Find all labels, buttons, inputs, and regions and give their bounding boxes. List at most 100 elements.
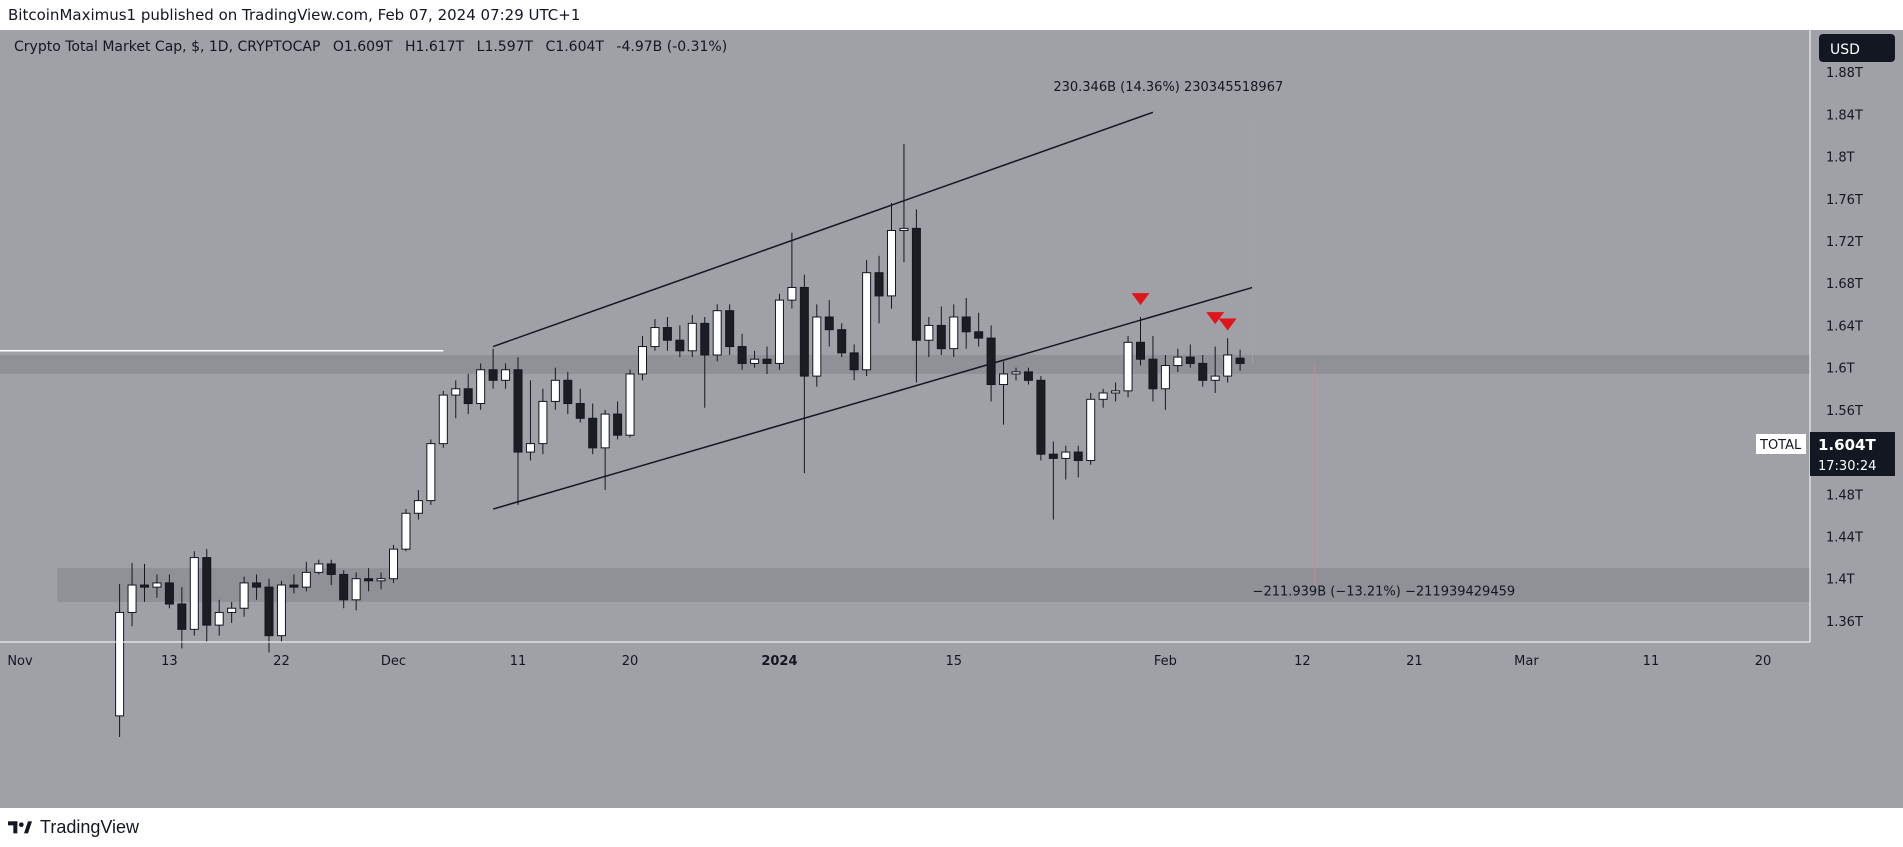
y-tick-label: 1.6T [1826, 362, 1855, 377]
legend-high-label: H [405, 39, 416, 55]
candle-body-up [687, 322, 697, 352]
currency-button[interactable]: USD [1819, 34, 1895, 62]
candle-body-up [750, 358, 760, 364]
candle-body-up [389, 548, 398, 580]
candle-body-down [799, 286, 809, 377]
candle-body-down [463, 388, 473, 405]
candle-body-up [501, 369, 511, 381]
footer-brand: TradingView [40, 817, 140, 837]
y-tick-label: 1.48T [1826, 488, 1863, 503]
candle-body-down [177, 603, 187, 630]
legend-low-value: 1.597T [484, 39, 533, 55]
candle-body-down [588, 417, 598, 449]
resistance-marker-icon [1206, 312, 1225, 325]
candle-body-up [1173, 356, 1183, 367]
channel-line [492, 111, 1154, 348]
candle-body-up [550, 379, 560, 402]
candle-body-up [1011, 371, 1021, 375]
x-tick-label: Nov [7, 654, 33, 669]
candle-body-down [326, 563, 336, 575]
support-resistance-zone [0, 354, 1811, 374]
candle-body-up [1061, 451, 1071, 459]
candle-body-down [1023, 371, 1033, 381]
candle-body-down [961, 316, 971, 333]
y-tick-label: 1.44T [1826, 530, 1863, 545]
candle-body-up [438, 394, 448, 445]
x-tick-label: 11 [510, 654, 527, 669]
x-tick-label: 13 [161, 654, 178, 669]
candle-body-up [1111, 390, 1121, 394]
candle-body-up [314, 563, 324, 573]
candle-body-down [252, 582, 262, 588]
candle-body-up [426, 443, 436, 502]
candle-body-down [164, 582, 174, 605]
candle-body-down [936, 324, 946, 350]
y-tick-label: 1.76T [1826, 193, 1863, 208]
candle-body-down [1136, 341, 1145, 360]
legend-open-label: O [333, 39, 344, 55]
x-tick-label: 20 [622, 654, 639, 669]
measure-annotation-down: −211.939B (−13.21%) −211939429459 [1253, 585, 1516, 600]
candle-body-down [1036, 379, 1046, 455]
price-tag-value: 1.604T [1818, 436, 1876, 454]
footer: TradingView [0, 808, 1903, 847]
y-tick-label: 1.68T [1826, 277, 1863, 292]
candlestick-chart[interactable]: 230.346B (14.36%) 230345518967 −211.939B … [0, 30, 1903, 808]
candle-body-up [127, 584, 137, 613]
candle-body-up [1098, 392, 1108, 400]
candle-body-down [725, 310, 735, 348]
price-tag: TOTAL 1.604T 17:30:24 [1756, 432, 1895, 476]
legend-symbol: Crypto Total Market Cap, $, 1D, CRYPTOCA… [14, 39, 320, 55]
candle-body-down [1048, 453, 1058, 459]
candle-body-down [339, 573, 349, 601]
candle-body-up [650, 327, 660, 348]
price-tag-symbol: TOTAL [1759, 438, 1802, 453]
candle-body-down [700, 322, 710, 356]
publish-header: BitcoinMaximus1 published on TradingView… [0, 0, 1903, 30]
x-tick-label: Mar [1514, 654, 1539, 669]
candle-body-up [152, 582, 162, 588]
candle-body-down [1198, 362, 1208, 381]
candle-body-down [662, 327, 672, 341]
candle-body-down [911, 227, 921, 341]
y-tick-label: 1.4T [1826, 573, 1855, 588]
candle-body-down [289, 584, 299, 588]
candle-body-down [1235, 357, 1245, 364]
candle-body-down [202, 557, 212, 626]
x-tick-label: 22 [273, 654, 290, 669]
candle-body-up [949, 316, 959, 350]
candle-body-down [849, 352, 859, 371]
candle-body-up [376, 578, 386, 582]
candle-body-down [737, 346, 747, 364]
y-tick-label: 1.36T [1826, 615, 1863, 630]
x-tick-label: 11 [1643, 654, 1660, 669]
candle-body-up [638, 346, 647, 375]
candle-body-down [837, 329, 847, 354]
candle-body-up [227, 607, 237, 613]
channel-line [492, 286, 1253, 510]
candle-body-up [625, 373, 635, 436]
candle-body-down [824, 316, 834, 331]
y-tick-label: 1.72T [1826, 235, 1863, 250]
y-tick-label: 1.64T [1826, 319, 1863, 334]
candle-body-up [774, 299, 784, 364]
candle-body-down [762, 358, 772, 364]
candle-body-down [264, 586, 274, 637]
candle-body-up [525, 443, 535, 453]
candle-body-up [476, 369, 486, 405]
resistance-marker-icon [1131, 293, 1150, 306]
tradingview-logo-icon [8, 820, 32, 833]
candle-body-up [115, 611, 125, 717]
candle-body-up [924, 324, 934, 341]
x-tick-label: 2024 [761, 654, 797, 669]
x-tick-label: 15 [945, 654, 962, 669]
price-tag-countdown: 17:30:24 [1818, 459, 1876, 474]
candle-body-down [1148, 358, 1158, 390]
candle-body-down [675, 339, 685, 352]
candle-body-up [239, 582, 249, 609]
x-tick-label: 20 [1755, 654, 1772, 669]
candle-body-down [513, 369, 523, 453]
candle-body-down [613, 413, 623, 436]
candle-body-up [712, 310, 722, 356]
candle-body-up [214, 611, 224, 626]
